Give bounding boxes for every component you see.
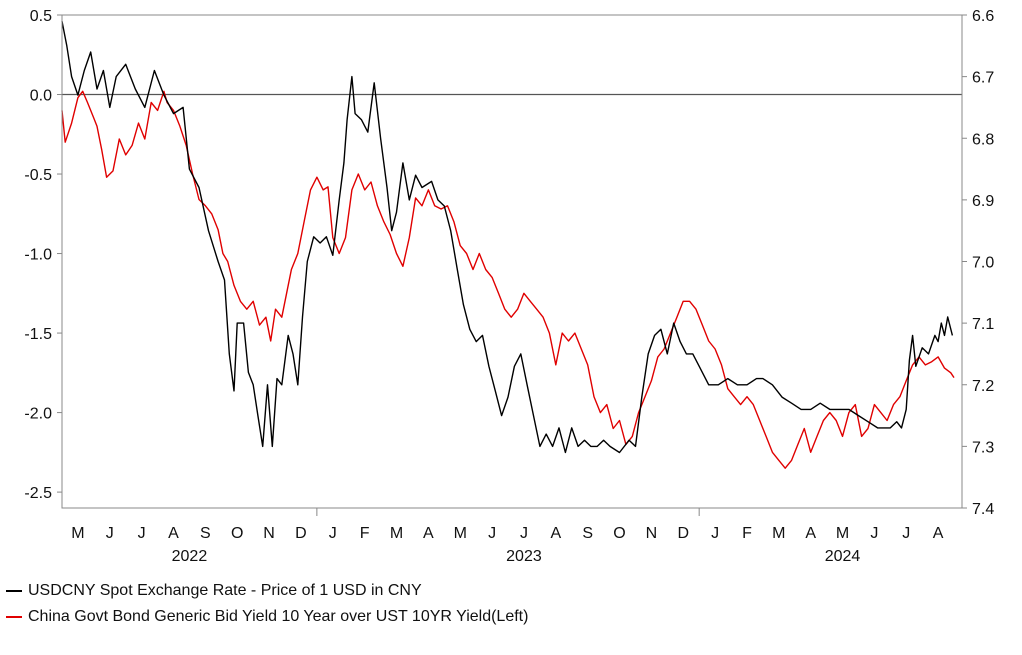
right-axis-ticks: 6.6 6.7 6.8 6.9 7.0 7.1 7.2 7.3 7.4 [962, 8, 994, 518]
x-month-label: D [677, 525, 689, 542]
x-month-label: J [138, 525, 146, 542]
x-month-label: F [742, 525, 752, 542]
legend-swatch-usdcny [6, 590, 22, 592]
x-month-label: J [488, 525, 496, 542]
x-month-label: M [71, 525, 84, 542]
x-year-label: 2023 [506, 548, 542, 565]
right-tick-label: 7.3 [972, 439, 994, 456]
x-month-label: M [454, 525, 467, 542]
series-yield-spread-line [61, 90, 955, 469]
left-tick-label: 0.5 [30, 8, 52, 25]
x-month-label: A [550, 525, 561, 542]
x-month-label: D [295, 525, 307, 542]
legend-item-yield-spread: China Govt Bond Generic Bid Yield 10 Yea… [6, 608, 528, 626]
x-month-label: J [711, 525, 719, 542]
left-tick-label: -1.5 [24, 326, 52, 343]
right-tick-label: 6.6 [972, 8, 994, 25]
left-tick-label: -2.0 [24, 406, 52, 423]
x-month-label: A [168, 525, 179, 542]
x-year-label: 2024 [825, 548, 861, 565]
x-month-label: M [772, 525, 785, 542]
x-month-label: S [200, 525, 211, 542]
left-tick-label: -2.5 [24, 485, 52, 502]
x-month-label: J [870, 525, 878, 542]
x-month-label: J [106, 525, 114, 542]
x-year-label: 2022 [172, 548, 208, 565]
dual-axis-line-chart: 0.5 0.0 -0.5 -1.0 -1.5 -2.0 -2.5 6.6 6.7 6.8 6.9 7… [24, 8, 994, 565]
x-month-label: A [933, 525, 944, 542]
right-tick-label: 7.1 [972, 316, 994, 333]
x-month-label: O [613, 525, 625, 542]
x-month-label: O [231, 525, 243, 542]
right-tick-label: 7.0 [972, 255, 994, 272]
left-tick-label: -0.5 [24, 167, 52, 184]
x-month-label: N [646, 525, 658, 542]
right-tick-label: 7.2 [972, 378, 994, 395]
series-usdcny-line [61, 21, 954, 454]
legend-swatch-yield-spread [6, 616, 22, 618]
x-month-label: S [582, 525, 593, 542]
left-tick-label: -1.0 [24, 247, 52, 264]
left-tick-label: 0.0 [30, 88, 52, 105]
legend-item-usdcny: USDCNY Spot Exchange Rate - Price of 1 U… [6, 582, 422, 600]
legend-label-usdcny: USDCNY Spot Exchange Rate - Price of 1 U… [28, 582, 422, 599]
x-month-label: N [263, 525, 275, 542]
legend-label-yield-spread: China Govt Bond Generic Bid Yield 10 Yea… [28, 608, 529, 625]
x-month-label: M [836, 525, 849, 542]
right-tick-label: 6.7 [972, 70, 994, 87]
series-layer [61, 21, 955, 469]
x-month-label: M [390, 525, 403, 542]
x-month-label: J [902, 525, 910, 542]
x-month-label: A [805, 525, 816, 542]
right-tick-label: 6.9 [972, 193, 994, 210]
right-tick-label: 7.4 [972, 501, 994, 518]
left-axis-ticks: 0.5 0.0 -0.5 -1.0 -1.5 -2.0 -2.5 [24, 8, 62, 502]
plot-frame [61, 14, 963, 509]
x-axis-ticks: M J J A S O N D J F M A M J J A S O N D J F M A M J J A 2022 2023 2024 [71, 508, 944, 565]
x-month-label: J [329, 525, 337, 542]
x-month-label: A [423, 525, 434, 542]
right-tick-label: 6.8 [972, 131, 994, 148]
x-month-label: F [360, 525, 370, 542]
x-month-label: J [520, 525, 528, 542]
